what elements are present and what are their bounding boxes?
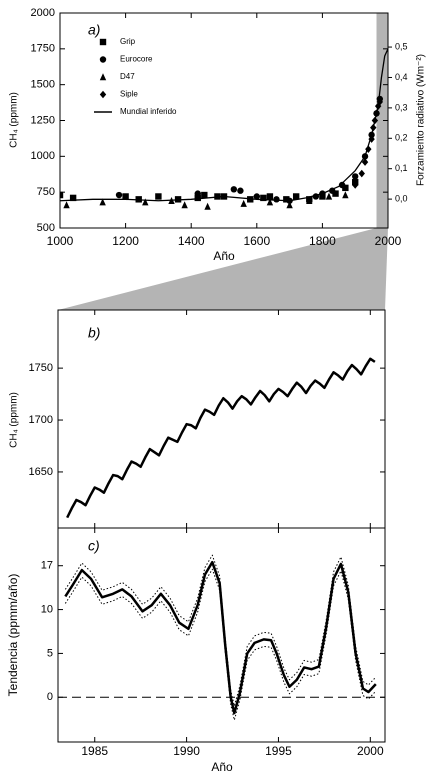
series-line bbox=[64, 560, 377, 715]
y-tick-label: 1700 bbox=[29, 414, 53, 426]
y-tick-label: 2000 bbox=[31, 7, 55, 19]
y-tick-label: 5 bbox=[47, 647, 53, 659]
marker-triangle bbox=[306, 196, 313, 204]
marker-triangle bbox=[240, 199, 247, 207]
y-tick-label: 1000 bbox=[31, 150, 55, 162]
marker-diamond bbox=[99, 90, 107, 99]
x-tick-label: 1990 bbox=[173, 744, 200, 758]
y-tick-label: 1750 bbox=[29, 362, 53, 374]
plot-area bbox=[64, 554, 377, 721]
marker-circle bbox=[253, 193, 260, 200]
y2-tick-label: 0,2 bbox=[395, 133, 408, 143]
marker-triangle bbox=[181, 201, 188, 209]
x-tick-label: 2000 bbox=[375, 234, 402, 248]
x-tick-label: 2000 bbox=[357, 744, 384, 758]
y2-tick-label: 0,4 bbox=[395, 72, 408, 82]
marker-square bbox=[60, 191, 64, 199]
plot-frame bbox=[57, 309, 386, 529]
x-tick-label: 1995 bbox=[265, 744, 292, 758]
marker-circle bbox=[237, 187, 244, 194]
marker-circle bbox=[273, 196, 280, 203]
y2-tick-label: 0,0 bbox=[395, 193, 408, 203]
shaded-range bbox=[376, 13, 388, 228]
marker-triangle bbox=[204, 202, 211, 210]
marker-square bbox=[155, 193, 162, 200]
plot-area bbox=[66, 357, 376, 519]
series-line bbox=[64, 554, 377, 707]
series-line bbox=[60, 48, 388, 202]
marker-square bbox=[99, 38, 107, 46]
plot-area bbox=[60, 48, 388, 210]
x-axis-label: Año bbox=[211, 760, 233, 774]
marker-triangle bbox=[99, 73, 107, 81]
y-tick-label: 1750 bbox=[31, 43, 55, 55]
x-tick-label: 1985 bbox=[81, 744, 108, 758]
legend-label: Grip bbox=[120, 37, 136, 46]
zoom-wedge bbox=[58, 228, 388, 310]
y-tick-label: 500 bbox=[37, 222, 55, 234]
marker-diamond bbox=[358, 169, 365, 178]
y-tick-label: 17 bbox=[41, 560, 53, 572]
y2-tick-label: 0,5 bbox=[395, 41, 408, 51]
y-axis-label: CH₄ (ppmm) bbox=[9, 92, 20, 148]
marker-diamond bbox=[361, 158, 369, 166]
marker-triangle bbox=[99, 198, 106, 206]
marker-square bbox=[260, 194, 267, 202]
marker-triangle bbox=[266, 198, 274, 206]
marker-square bbox=[332, 190, 339, 197]
marker-square bbox=[283, 196, 290, 203]
annotation: b) bbox=[88, 325, 100, 341]
y-tick-label: 1250 bbox=[31, 114, 55, 126]
marker-square bbox=[266, 193, 274, 200]
marker-circle bbox=[352, 173, 359, 180]
marker-square bbox=[201, 191, 208, 199]
x-tick-label: 1000 bbox=[47, 234, 74, 248]
marker-diamond bbox=[352, 181, 359, 189]
y-tick-label: 0 bbox=[47, 691, 53, 703]
x-tick-label: 1600 bbox=[243, 234, 270, 248]
marker-square bbox=[342, 184, 349, 192]
marker-circle bbox=[230, 186, 238, 193]
y-tick-label: 750 bbox=[37, 186, 55, 198]
legend-label: Eurocore bbox=[120, 55, 153, 64]
y2-axis-label: Forzamiento radiativo (Wm⁻²) bbox=[416, 54, 427, 186]
marker-circle bbox=[194, 190, 201, 197]
series-line bbox=[64, 568, 377, 721]
marker-triangle bbox=[325, 192, 333, 200]
y-tick-label: 1500 bbox=[31, 79, 55, 91]
legend-label: D47 bbox=[120, 72, 135, 81]
y2-tick-label: 0,1 bbox=[395, 163, 408, 173]
x-axis-label: Año bbox=[213, 249, 235, 263]
x-tick-label: 1400 bbox=[178, 234, 205, 248]
annotation: c) bbox=[88, 538, 100, 554]
x-tick-label: 1800 bbox=[309, 234, 336, 248]
legend-label: Siple bbox=[120, 90, 138, 99]
plot-frame bbox=[59, 12, 389, 229]
marker-triangle bbox=[142, 198, 149, 206]
marker-circle bbox=[338, 181, 346, 189]
marker-square bbox=[122, 193, 129, 200]
marker-circle bbox=[115, 191, 123, 199]
y-tick-label: 1650 bbox=[29, 466, 53, 478]
y-axis-label: Tendencia (ppmm/año) bbox=[6, 574, 20, 697]
y-tick-label: 10 bbox=[41, 603, 53, 615]
marker-triangle bbox=[342, 191, 349, 199]
legend-label: Mundial inferido bbox=[120, 107, 177, 116]
marker-square bbox=[292, 193, 300, 200]
plot-frame bbox=[57, 527, 386, 743]
marker-triangle bbox=[63, 201, 70, 209]
y-axis-label: CH₄ (ppmm) bbox=[9, 392, 20, 448]
y2-tick-label: 0,3 bbox=[395, 102, 408, 112]
x-tick-label: 1200 bbox=[112, 234, 139, 248]
annotation: a) bbox=[88, 22, 100, 38]
series-line bbox=[66, 357, 376, 519]
marker-triangle bbox=[286, 201, 293, 209]
marker-square bbox=[194, 194, 201, 202]
marker-circle bbox=[99, 56, 107, 63]
marker-square bbox=[69, 194, 77, 202]
